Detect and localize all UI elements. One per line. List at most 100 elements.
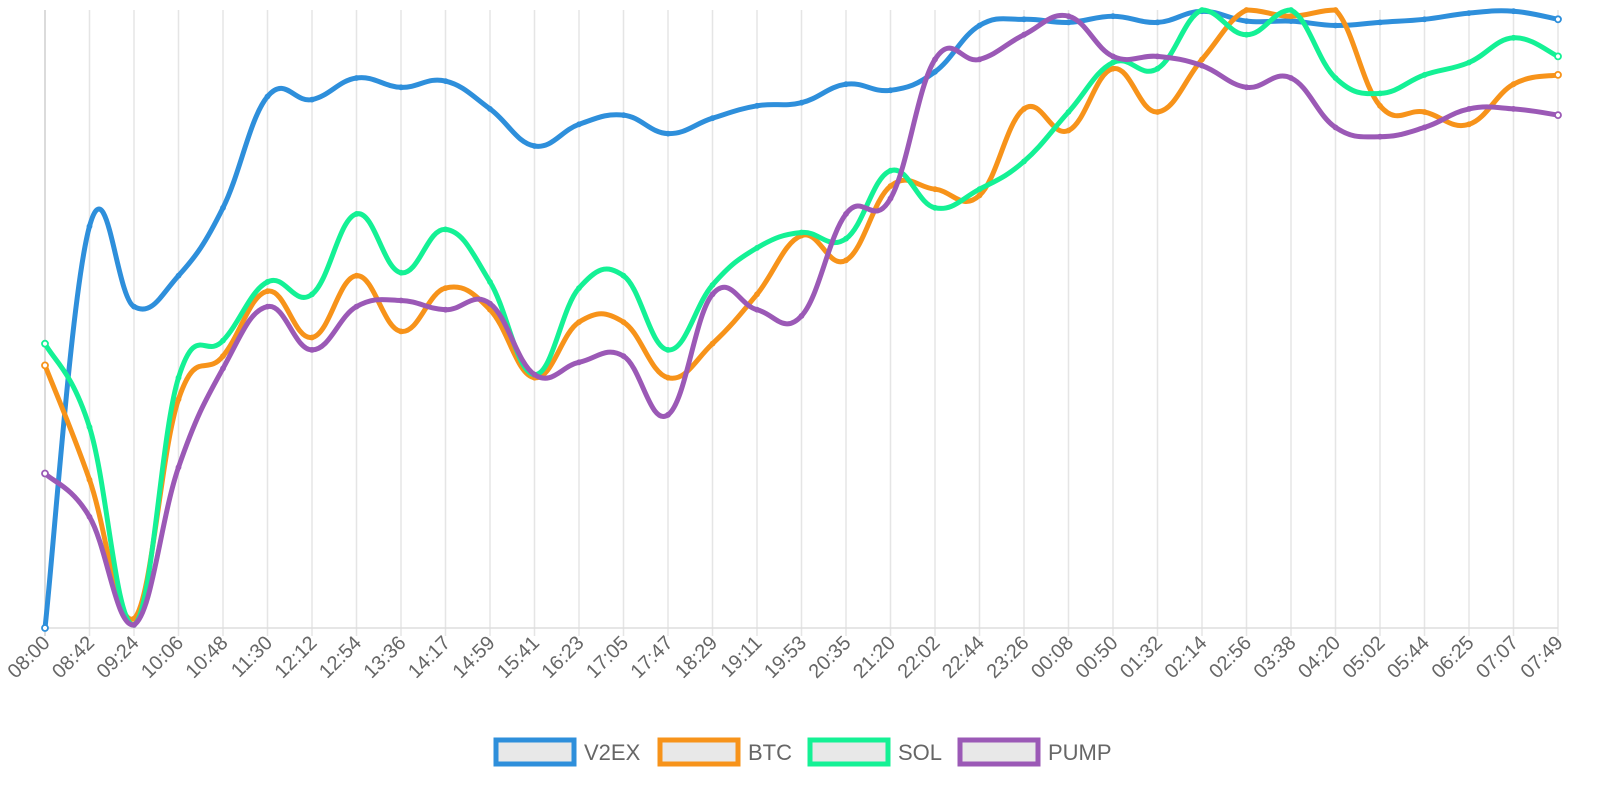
data-point-btc[interactable] xyxy=(1243,7,1250,13)
data-point-v2ex[interactable] xyxy=(487,106,493,112)
data-point-sol[interactable] xyxy=(798,229,805,236)
data-point-pump[interactable] xyxy=(1065,13,1072,20)
data-point-sol[interactable] xyxy=(932,204,938,211)
data-point-sol[interactable] xyxy=(754,245,760,251)
data-point-btc[interactable] xyxy=(41,361,49,370)
data-point-pump[interactable] xyxy=(41,469,49,478)
data-point-v2ex[interactable] xyxy=(843,81,849,88)
data-point-v2ex[interactable] xyxy=(131,303,137,310)
data-point-btc[interactable] xyxy=(1154,109,1161,115)
data-point-v2ex[interactable] xyxy=(1154,19,1161,26)
data-point-btc[interactable] xyxy=(843,257,849,264)
data-point-sol[interactable] xyxy=(1154,65,1161,72)
legend-item-btc[interactable]: BTC xyxy=(657,737,792,767)
data-point-pump[interactable] xyxy=(709,291,716,298)
data-point-btc[interactable] xyxy=(1332,7,1339,13)
data-point-sol[interactable] xyxy=(1110,59,1116,66)
data-point-sol[interactable] xyxy=(1377,90,1383,97)
data-point-pump[interactable] xyxy=(531,371,538,378)
data-point-pump[interactable] xyxy=(1377,133,1383,140)
data-point-sol[interactable] xyxy=(1288,7,1294,13)
data-point-v2ex[interactable] xyxy=(1110,13,1116,20)
data-point-pump[interactable] xyxy=(1243,84,1250,91)
data-point-sol[interactable] xyxy=(487,279,493,285)
data-point-pump[interactable] xyxy=(1510,106,1517,112)
data-point-btc[interactable] xyxy=(887,183,894,190)
data-point-v2ex[interactable] xyxy=(1021,16,1027,23)
data-point-sol[interactable] xyxy=(843,235,849,242)
data-point-pump[interactable] xyxy=(131,622,137,628)
data-point-v2ex[interactable] xyxy=(1065,19,1072,26)
data-point-pump[interactable] xyxy=(175,464,182,471)
data-point-v2ex[interactable] xyxy=(1288,18,1294,25)
data-point-sol[interactable] xyxy=(398,269,404,276)
data-point-v2ex[interactable] xyxy=(798,99,805,106)
data-point-v2ex[interactable] xyxy=(1377,19,1383,26)
data-point-pump[interactable] xyxy=(1421,124,1428,131)
data-point-v2ex[interactable] xyxy=(220,204,226,211)
data-point-pump[interactable] xyxy=(665,411,671,418)
data-point-v2ex[interactable] xyxy=(620,112,627,118)
data-point-v2ex[interactable] xyxy=(309,96,315,103)
data-point-pump[interactable] xyxy=(798,313,805,319)
data-point-pump[interactable] xyxy=(754,306,760,313)
data-point-pump[interactable] xyxy=(220,365,226,372)
data-point-v2ex[interactable] xyxy=(976,22,983,29)
data-point-sol[interactable] xyxy=(1021,158,1027,165)
data-point-sol[interactable] xyxy=(41,339,49,348)
data-point-sol[interactable] xyxy=(264,279,271,285)
data-point-pump[interactable] xyxy=(264,303,271,310)
data-point-btc[interactable] xyxy=(442,285,449,292)
data-point-v2ex[interactable] xyxy=(531,143,538,149)
data-point-pump[interactable] xyxy=(442,306,449,313)
data-point-v2ex[interactable] xyxy=(1332,22,1339,29)
data-point-pump[interactable] xyxy=(843,211,849,217)
data-point-v2ex[interactable] xyxy=(1421,16,1428,23)
data-point-sol[interactable] xyxy=(220,337,226,344)
legend-item-sol[interactable]: SOL xyxy=(807,737,942,767)
data-point-btc[interactable] xyxy=(1021,106,1027,112)
data-point-btc[interactable] xyxy=(976,192,983,199)
data-point-pump[interactable] xyxy=(353,303,360,310)
data-point-btc[interactable] xyxy=(665,374,671,381)
data-point-pump[interactable] xyxy=(1554,111,1562,119)
data-point-sol[interactable] xyxy=(1510,34,1517,41)
data-point-btc[interactable] xyxy=(1466,121,1472,128)
data-point-sol[interactable] xyxy=(976,186,983,193)
data-point-pump[interactable] xyxy=(309,347,315,353)
data-point-btc[interactable] xyxy=(620,319,627,326)
data-point-v2ex[interactable] xyxy=(86,223,93,230)
data-point-btc[interactable] xyxy=(1288,13,1294,20)
data-point-btc[interactable] xyxy=(220,353,226,360)
data-point-v2ex[interactable] xyxy=(932,68,938,75)
data-point-pump[interactable] xyxy=(620,353,627,360)
data-point-sol[interactable] xyxy=(1065,109,1072,115)
data-point-btc[interactable] xyxy=(576,319,582,326)
data-point-pump[interactable] xyxy=(1021,31,1027,38)
data-point-pump[interactable] xyxy=(86,513,93,520)
data-point-pump[interactable] xyxy=(1332,124,1339,131)
data-point-pump[interactable] xyxy=(1154,53,1161,60)
data-point-pump[interactable] xyxy=(576,359,582,366)
data-point-v2ex[interactable] xyxy=(709,115,716,122)
data-point-btc[interactable] xyxy=(1421,109,1428,115)
data-point-sol[interactable] xyxy=(175,374,182,381)
data-point-btc[interactable] xyxy=(487,306,493,313)
data-point-pump[interactable] xyxy=(1466,106,1472,112)
data-point-btc[interactable] xyxy=(264,288,271,295)
data-point-v2ex[interactable] xyxy=(264,93,271,100)
data-point-pump[interactable] xyxy=(487,300,493,307)
data-point-v2ex[interactable] xyxy=(576,121,582,128)
data-point-btc[interactable] xyxy=(1377,102,1383,109)
data-point-sol[interactable] xyxy=(620,272,627,279)
data-point-v2ex[interactable] xyxy=(887,87,894,94)
legend-item-pump[interactable]: PUMP xyxy=(957,737,1112,767)
data-point-pump[interactable] xyxy=(398,297,404,304)
data-point-sol[interactable] xyxy=(1554,52,1562,61)
data-point-pump[interactable] xyxy=(932,56,938,63)
data-point-btc[interactable] xyxy=(932,186,938,193)
data-point-sol[interactable] xyxy=(887,167,894,174)
data-point-v2ex[interactable] xyxy=(175,272,182,279)
data-point-sol[interactable] xyxy=(309,291,315,298)
data-point-sol[interactable] xyxy=(442,226,449,233)
